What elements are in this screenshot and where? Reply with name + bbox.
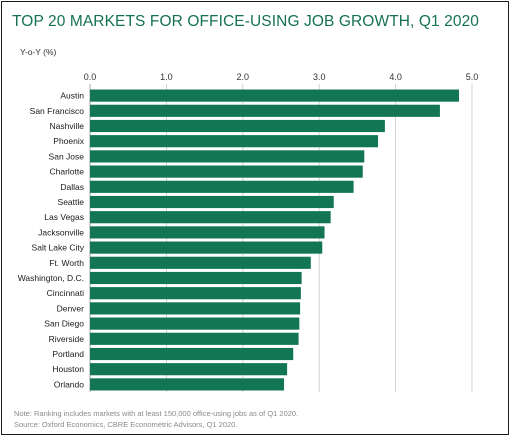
axis-label: Y-o-Y (%) — [20, 47, 57, 57]
bar — [90, 256, 311, 269]
category-label: Portland — [52, 349, 84, 359]
bar — [90, 363, 288, 376]
bar — [90, 150, 365, 163]
bar — [90, 332, 299, 345]
x-tick-label: 1.0 — [160, 72, 173, 82]
x-axis-ticks: 0.0 1.0 2.0 3.0 4.0 5.0 — [84, 72, 479, 82]
category-label: Salt Lake City — [32, 243, 85, 253]
bar — [90, 378, 285, 391]
bar — [90, 104, 440, 117]
bar — [90, 135, 379, 148]
category-label: Austin — [60, 91, 84, 101]
bar — [90, 287, 301, 300]
category-label: San Francisco — [30, 106, 85, 116]
x-tick-label: 5.0 — [466, 72, 479, 82]
category-labels: Austin San Francisco Nashville Phoenix San J… — [18, 91, 85, 390]
bar — [90, 302, 301, 315]
category-label: Phoenix — [53, 136, 84, 146]
category-label: Nashville — [50, 121, 85, 131]
chart-title: TOP 20 MARKETS FOR OFFICE-USING JOB GROW… — [12, 13, 480, 30]
x-tick-label: 4.0 — [389, 72, 402, 82]
x-tick-label: 3.0 — [313, 72, 326, 82]
category-label: Cincinnati — [47, 288, 84, 298]
category-label: San Diego — [44, 319, 84, 329]
category-label: San Jose — [49, 151, 85, 161]
category-label: Charlotte — [50, 167, 85, 177]
category-label: Las Vegas — [44, 212, 84, 222]
category-label: Washington, D.C. — [18, 273, 84, 283]
x-tick-label: 2.0 — [237, 72, 250, 82]
bar — [90, 211, 331, 224]
category-label: Denver — [57, 303, 85, 313]
bar — [90, 226, 325, 239]
category-label: Seattle — [58, 197, 85, 207]
bars — [90, 89, 460, 391]
bar — [90, 89, 460, 102]
category-label: Riverside — [49, 334, 85, 344]
chart-note: Note: Ranking includes markets with at l… — [14, 409, 299, 418]
category-label: Dallas — [60, 182, 84, 192]
bar — [90, 119, 385, 133]
bar — [90, 165, 363, 178]
category-label: Orlando — [54, 379, 85, 389]
bar — [90, 180, 354, 193]
bar — [90, 241, 323, 254]
bar — [90, 195, 334, 209]
bar — [90, 317, 300, 330]
category-label: Ft. Worth — [49, 258, 84, 268]
chart-source: Source: Oxford Economics, CBRE Econometr… — [14, 420, 238, 429]
category-label: Houston — [52, 364, 84, 374]
bar — [90, 347, 294, 361]
bar — [90, 271, 302, 285]
category-label: Jacksonville — [38, 227, 84, 237]
x-tick-label: 0.0 — [84, 72, 97, 82]
